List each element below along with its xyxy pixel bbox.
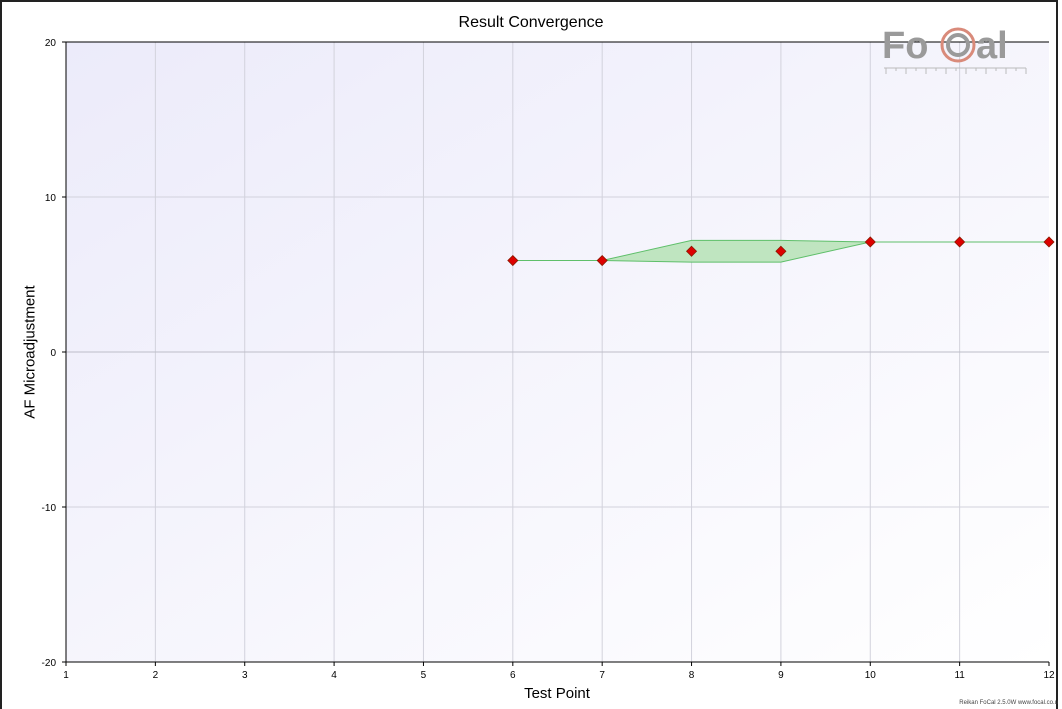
x-tick-label-9: 9 (778, 670, 784, 681)
y-tick-label-20: 20 (45, 38, 57, 49)
x-tick-label-7: 7 (599, 670, 605, 681)
focal-logo: Fo al (882, 25, 1027, 74)
x-tick-label-4: 4 (331, 670, 337, 681)
logo-target-outer (940, 27, 976, 63)
logo-text-left: Fo (882, 25, 928, 67)
x-tick-label-5: 5 (421, 670, 427, 681)
grid-lines (66, 42, 1049, 662)
chart-title: Result Convergence (458, 14, 604, 31)
data-point-11 (954, 236, 966, 248)
logo-text-right: al (976, 25, 1008, 67)
data-point-12 (1043, 236, 1055, 248)
logo-target-inner (946, 33, 970, 57)
data-point-10 (864, 236, 876, 248)
x-tick-label-8: 8 (689, 670, 695, 681)
data-point-6 (507, 254, 519, 267)
x-tick-label-12: 12 (1043, 670, 1055, 681)
x-tick-label-10: 10 (865, 670, 877, 681)
credit-text: Reikan FoCal 2.5.0W www.focal.co.u (959, 700, 1058, 706)
data-point-8 (685, 245, 698, 257)
data-point-9 (775, 245, 787, 257)
x-axis-label: Test Point (524, 685, 590, 702)
data-point-7 (596, 254, 608, 267)
x-tick-label-6: 6 (510, 670, 516, 681)
series-group (507, 236, 1055, 267)
y-tick-label--20: -20 (42, 658, 57, 669)
y-tick-label-10: 10 (45, 193, 57, 204)
x-tick-label-1: 1 (63, 670, 69, 681)
x-tick-label-11: 11 (954, 670, 965, 681)
y-tick-label-0: 0 (50, 348, 56, 359)
y-axis-label: AF Microadjustment (21, 285, 39, 419)
y-tick-label--10: -10 (42, 503, 57, 514)
x-tick-label-2: 2 (153, 670, 159, 681)
logo-ruler-ticks (885, 68, 1027, 74)
x-tick-label-3: 3 (242, 670, 248, 681)
